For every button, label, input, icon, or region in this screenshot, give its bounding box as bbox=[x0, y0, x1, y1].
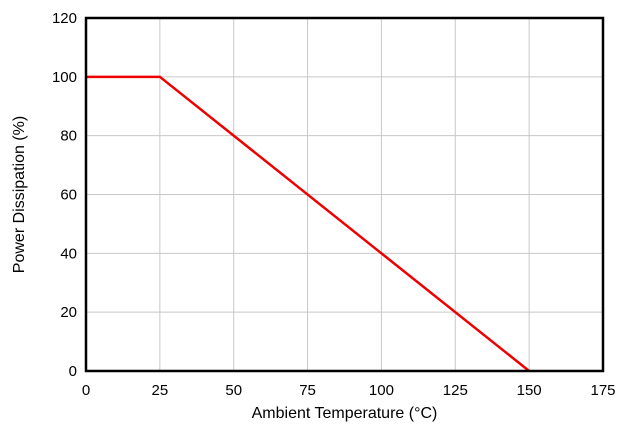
x-tick-label: 50 bbox=[225, 382, 242, 399]
y-tick-label: 40 bbox=[60, 245, 77, 262]
x-tick-label: 25 bbox=[152, 382, 169, 399]
y-tick-labels: 0 20 40 60 80 100 120 bbox=[52, 10, 77, 380]
x-tick-label: 75 bbox=[299, 382, 316, 399]
y-tick-label: 80 bbox=[60, 128, 77, 145]
grid-lines bbox=[85, 17, 604, 372]
x-tick-labels: 0 25 50 75 100 125 150 175 bbox=[82, 382, 616, 399]
x-tick-label: 150 bbox=[517, 382, 542, 399]
plot-frame bbox=[84, 16, 605, 373]
y-tick-label: 0 bbox=[69, 363, 77, 380]
y-tick-label: 60 bbox=[60, 187, 77, 204]
x-tick-label: 100 bbox=[369, 382, 394, 399]
y-axis-label: Power Dissipation (%) bbox=[11, 116, 28, 273]
series-group bbox=[86, 75, 530, 372]
y-tick-label: 120 bbox=[52, 10, 77, 27]
y-tick-label: 100 bbox=[52, 69, 77, 86]
x-tick-label: 0 bbox=[82, 382, 90, 399]
x-tick-label: 175 bbox=[590, 382, 615, 399]
x-tick-label: 125 bbox=[443, 382, 468, 399]
x-axis-label: Ambient Temperature (°C) bbox=[252, 405, 438, 422]
y-tick-label: 20 bbox=[60, 304, 77, 321]
derating-curve bbox=[86, 75, 530, 372]
